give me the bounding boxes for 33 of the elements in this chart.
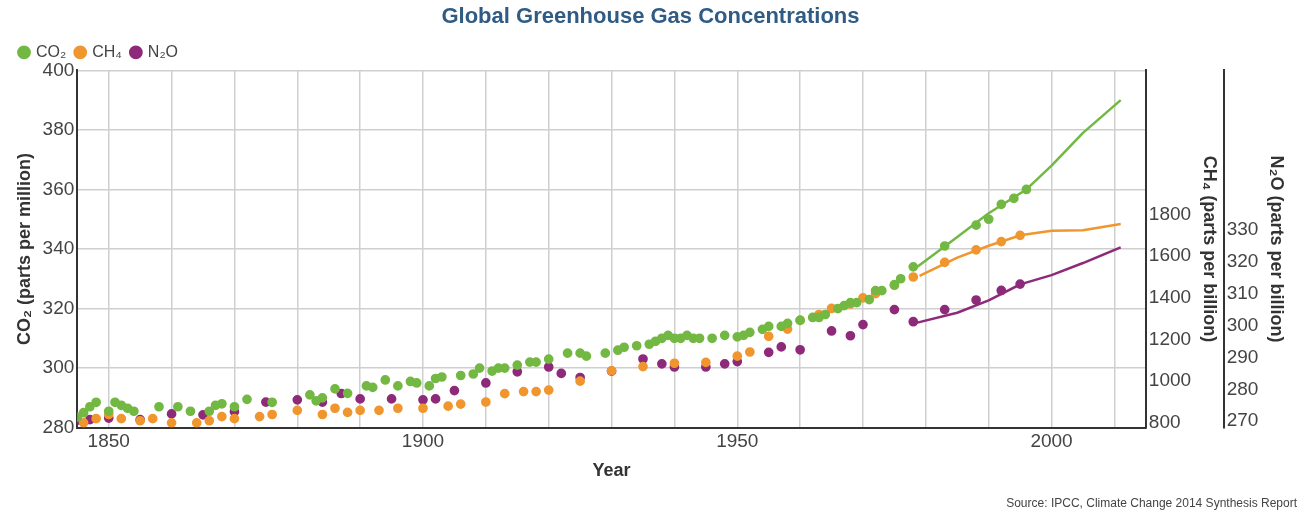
y3-tick-label: 290 xyxy=(1226,345,1259,367)
legend-label: CO₂ xyxy=(36,42,67,60)
y-tick-label: 380 xyxy=(42,118,75,140)
y3-tick-label: 280 xyxy=(1226,377,1259,399)
y3-tick-label: 310 xyxy=(1226,281,1259,303)
x-axis-title: Year xyxy=(592,460,631,481)
y3-axis-title: N₂O (parts per billion) xyxy=(1267,155,1288,343)
y3-tick-label: 270 xyxy=(1226,409,1259,431)
y-tick-label: 300 xyxy=(42,356,75,378)
y2-tick-label: 1600 xyxy=(1148,244,1192,266)
y2-tick-label: 1400 xyxy=(1148,286,1192,308)
y3-tick-label: 300 xyxy=(1226,313,1259,335)
x-tick-label: 1950 xyxy=(716,430,759,452)
y3-tick-label: 320 xyxy=(1226,249,1259,271)
y2-tick-label: 1000 xyxy=(1148,369,1192,391)
y3-tick-label: 330 xyxy=(1226,218,1259,240)
x-tick-label: 1850 xyxy=(87,430,130,452)
x-tick-label: 2000 xyxy=(1030,430,1073,452)
y-tick-label: 340 xyxy=(42,237,75,259)
y2-tick-label: 1200 xyxy=(1148,327,1192,349)
x-tick-label: 1900 xyxy=(401,430,445,452)
y-tick-label: 280 xyxy=(42,415,75,437)
legend-label: CH₄ xyxy=(92,42,122,60)
legend-label: N₂O xyxy=(147,42,179,60)
y2-axis-title: CH₄ (parts per billion) xyxy=(1199,155,1220,343)
source-note: Source: IPCC, Climate Change 2014 Synthesis Report xyxy=(1005,496,1298,510)
chart-title: Global Greenhouse Gas Concentrations xyxy=(441,3,860,29)
y-tick-label: 320 xyxy=(42,296,75,318)
y-tick-label: 360 xyxy=(42,177,75,199)
y-axis-title: CO₂ (parts per million) xyxy=(13,152,34,346)
y-tick-label: 400 xyxy=(42,58,75,80)
y2-tick-label: 800 xyxy=(1148,411,1181,433)
y2-tick-label: 1800 xyxy=(1148,202,1192,224)
